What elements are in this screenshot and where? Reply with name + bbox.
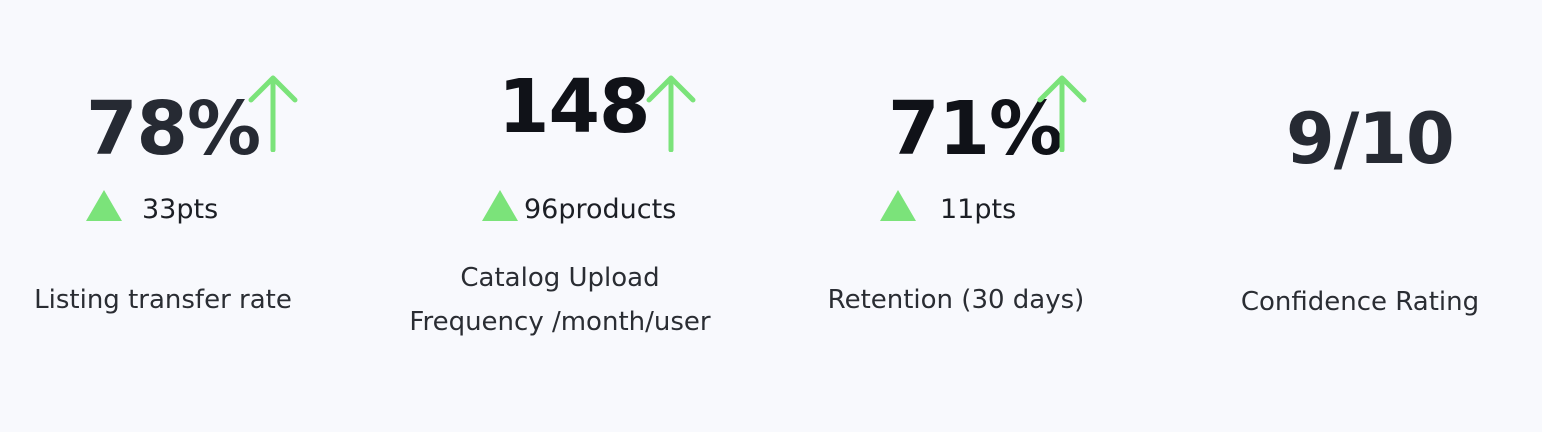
- metric-value: 78%: [86, 86, 261, 172]
- metric-label: Catalog Upload Frequency /month/user: [395, 256, 725, 344]
- metric-label-line: Frequency /month/user: [409, 307, 711, 337]
- metric-delta: 11pts: [940, 194, 1017, 225]
- metric-label: Confidence Rating: [1240, 287, 1480, 317]
- triangle-up-icon: [86, 190, 122, 221]
- arrow-up-icon: [1036, 74, 1088, 152]
- metric-value: 148: [498, 64, 650, 150]
- arrow-up-icon: [247, 74, 299, 152]
- triangle-up-icon: [880, 190, 916, 221]
- triangle-up-icon: [482, 190, 518, 221]
- metric-label-line: Catalog Upload: [460, 263, 660, 293]
- arrow-up-icon: [645, 74, 697, 152]
- metric-value: 9/10: [1286, 98, 1455, 180]
- metric-delta: 33pts: [142, 194, 219, 225]
- metric-delta: 96products: [524, 194, 677, 225]
- metric-value: 71%: [888, 86, 1063, 172]
- metric-label: Listing transfer rate: [34, 285, 292, 315]
- metric-label: Retention (30 days): [827, 285, 1085, 315]
